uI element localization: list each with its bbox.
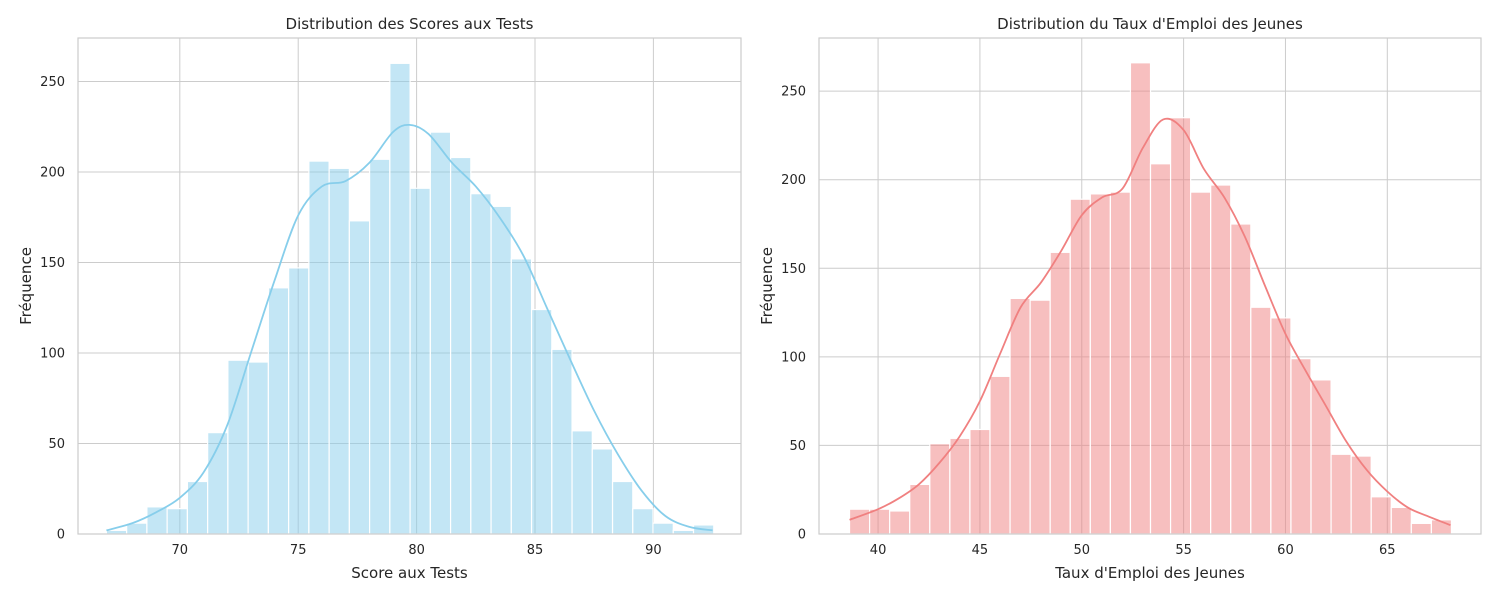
histogram-bar <box>1310 379 1332 535</box>
histogram-bar <box>1029 299 1051 535</box>
x-tick-label: 45 <box>972 543 989 558</box>
histogram-bar <box>1250 306 1272 535</box>
histogram-bar <box>909 483 931 535</box>
histogram-bar <box>1169 117 1192 535</box>
kde-curve <box>106 123 713 532</box>
histogram-bar <box>429 131 452 535</box>
histogram-bar <box>267 287 290 535</box>
x-tick-label: 70 <box>172 543 189 558</box>
y-axis-label: Fréquence <box>758 247 776 325</box>
histogram-bar <box>1350 455 1372 535</box>
histogram-bar <box>288 267 310 535</box>
x-tick-label: 90 <box>645 543 662 558</box>
histogram-bar <box>949 437 971 535</box>
histogram-bar <box>1109 191 1132 535</box>
chart-title: Distribution du Taux d'Emploi des Jeunes <box>997 15 1303 33</box>
histogram-bar <box>1410 522 1433 535</box>
histogram-bar <box>1069 198 1091 535</box>
histogram-bar <box>348 220 371 535</box>
histogram-bar <box>490 205 512 535</box>
histogram-bar <box>1129 62 1152 535</box>
histogram-bar <box>1330 453 1352 535</box>
x-tick-label: 85 <box>527 543 544 558</box>
x-axis-label: Score aux Tests <box>351 564 468 582</box>
chart-score-distribution: 70 75 80 85 90 0 50 100 150 200 250 Distribution de… <box>17 15 742 582</box>
histogram-bar <box>308 160 330 535</box>
histogram-bar <box>1190 191 1212 535</box>
histogram-bar <box>409 187 431 535</box>
histogram-bar <box>889 510 911 535</box>
histogram-bar <box>328 167 350 535</box>
y-tick-label: 250 <box>40 75 65 90</box>
y-tick-label: 0 <box>798 528 806 543</box>
histogram-bar <box>1149 163 1172 535</box>
histogram-bar <box>1089 193 1111 535</box>
y-tick-label: 250 <box>781 85 806 100</box>
y-tick-label: 150 <box>781 262 806 277</box>
y-tick-label: 0 <box>57 528 65 543</box>
histogram-bar <box>989 375 1011 535</box>
y-tick-label: 100 <box>40 346 65 361</box>
histogram-bar <box>632 508 654 535</box>
histogram-bar <box>1210 184 1232 535</box>
histogram-bar <box>166 508 188 535</box>
histogram-bar <box>1230 223 1252 535</box>
histogram-bar <box>449 156 472 535</box>
histogram-bar <box>470 193 492 535</box>
x-tick-label: 75 <box>290 543 307 558</box>
histogram-bar <box>929 443 951 535</box>
x-tick-label: 60 <box>1277 543 1294 558</box>
histogram-bar <box>247 361 269 535</box>
histogram-bar <box>1290 358 1312 535</box>
histogram-bar <box>869 508 891 535</box>
histogram-bar <box>530 308 553 535</box>
histogram-bar <box>1390 506 1412 535</box>
histogram-bar <box>1270 317 1292 535</box>
histogram-bar <box>389 62 411 535</box>
y-tick-label: 50 <box>789 439 806 454</box>
y-tick-label: 50 <box>48 437 65 452</box>
plot-frame <box>77 37 742 535</box>
histogram-bar <box>551 348 573 535</box>
histogram-bar <box>1049 251 1071 535</box>
y-tick-label: 150 <box>40 256 65 271</box>
x-tick-label: 40 <box>870 543 887 558</box>
y-axis-label: Fréquence <box>17 247 35 325</box>
histogram-bar <box>611 480 634 535</box>
histogram-bar <box>369 158 391 535</box>
y-tick-label: 100 <box>781 350 806 365</box>
plot-frame <box>818 37 1482 535</box>
y-tick-label: 200 <box>40 165 65 180</box>
x-tick-label: 50 <box>1073 543 1090 558</box>
chart-title: Distribution des Scores aux Tests <box>286 15 534 33</box>
histogram-bar <box>571 430 593 535</box>
histogram-bar <box>969 428 991 535</box>
chart-youth-employment-distribution: 40 45 50 55 60 65 0 50 100 150 200 250 Distribution … <box>758 15 1482 582</box>
histogram-bar <box>1009 297 1031 535</box>
x-tick-label: 80 <box>408 543 425 558</box>
x-tick-label: 65 <box>1379 543 1396 558</box>
histogram-bar <box>227 359 249 535</box>
y-tick-label: 200 <box>781 173 806 188</box>
kde-curve <box>849 117 1451 526</box>
histogram-bar <box>510 258 533 535</box>
histogram-bar <box>591 448 614 535</box>
x-axis-label: Taux d'Emploi des Jeunes <box>1054 564 1245 582</box>
histogram-bar <box>652 522 674 535</box>
x-tick-label: 55 <box>1175 543 1192 558</box>
histogram-bar <box>1370 496 1392 535</box>
